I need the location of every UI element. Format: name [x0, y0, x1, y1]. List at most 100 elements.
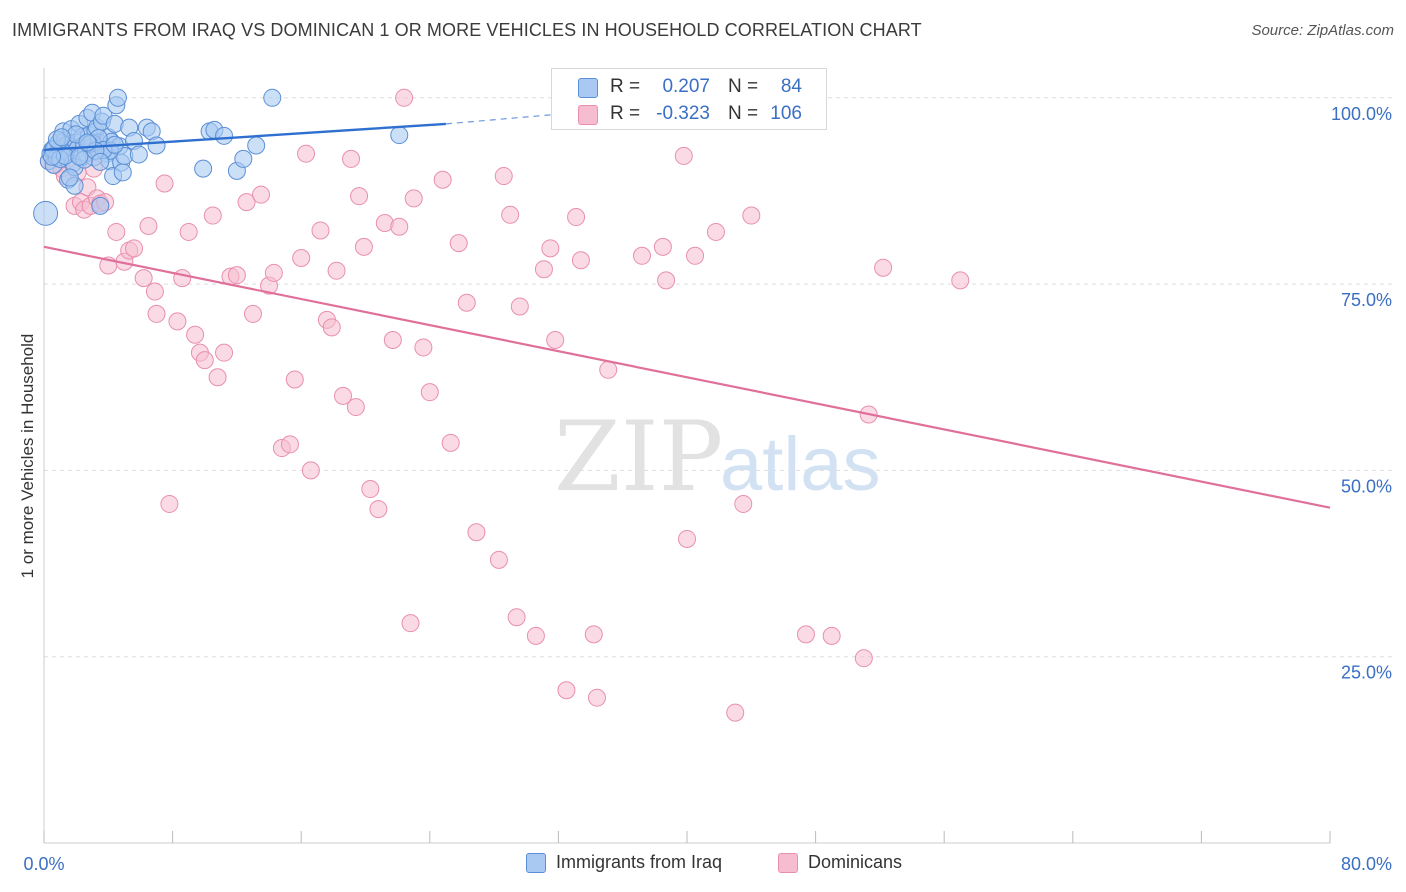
dominican-point — [874, 258, 893, 277]
dominican-point — [139, 216, 158, 235]
dominican-point — [354, 237, 373, 256]
dominican-n-value: 106 — [770, 103, 802, 124]
dominican-point — [243, 304, 262, 323]
dominican-point — [674, 146, 693, 165]
dominican-point — [489, 550, 508, 569]
dominican-point — [333, 386, 352, 405]
legend-item-dominican[interactable]: Dominicans — [778, 852, 902, 873]
dominican-point — [186, 325, 205, 344]
axes — [43, 68, 1331, 844]
iraq-n-value: 84 — [780, 76, 802, 97]
iraq-point — [33, 200, 59, 226]
dominican-point — [147, 304, 166, 323]
gridlines — [44, 97, 1392, 658]
dominican-point — [134, 269, 153, 288]
iraq-point — [215, 126, 234, 145]
dominican-point — [822, 626, 841, 645]
dominican-point — [567, 208, 586, 227]
dominican-point — [854, 649, 873, 668]
tick-labels: 25.0% 50.0% 75.0% 100.0% 0.0% 80.0% — [23, 104, 1392, 874]
legend-item-iraq[interactable]: Immigrants from Iraq — [526, 852, 722, 873]
dominican-point — [301, 461, 320, 480]
dominican-point — [195, 351, 214, 370]
dominican-point — [346, 398, 365, 417]
legend-swatch-dominican — [778, 852, 798, 873]
legend-swatch-iraq — [526, 852, 546, 873]
dominican-point — [796, 625, 815, 644]
source-label: Source: ZipAtlas.com — [1251, 22, 1394, 39]
iraq-r-value: 0.207 — [662, 76, 710, 97]
dominican-point — [264, 263, 283, 282]
iraq-point — [263, 88, 282, 107]
dominican-point — [951, 271, 970, 290]
dominican-point — [457, 293, 476, 312]
dominican-point — [383, 330, 402, 349]
dominican-point — [686, 246, 705, 265]
y-tick-label: 100.0% — [1331, 104, 1392, 124]
dominican-point — [449, 234, 468, 253]
dominican-swatch — [578, 105, 598, 125]
iraq-point — [108, 88, 127, 107]
dominican-point — [587, 688, 606, 707]
iraq-point — [129, 145, 148, 164]
dominican-point — [653, 237, 672, 256]
dominican-trend-line — [43, 245, 1331, 509]
dominican-points — [39, 88, 970, 722]
dominican-point — [311, 221, 330, 240]
dominican-point — [179, 222, 198, 241]
dominican-point — [297, 144, 316, 163]
dominican-point — [208, 368, 227, 387]
dominican-point — [252, 185, 271, 204]
dominican-point — [203, 206, 222, 225]
dominican-point — [467, 523, 486, 542]
y-tick-label: 25.0% — [1341, 663, 1392, 683]
dominican-point — [404, 189, 423, 208]
dominican-point — [678, 529, 696, 548]
stats-row-iraq: R = 0.207 N = 84 — [552, 73, 826, 101]
iraq-point — [234, 149, 253, 168]
dominican-point — [534, 260, 553, 279]
dominican-point — [168, 312, 187, 331]
trend-lines — [43, 113, 1331, 509]
dominican-point — [414, 338, 433, 357]
dominican-point — [557, 681, 576, 700]
dominican-point — [433, 170, 452, 189]
iraq-swatch — [578, 78, 598, 98]
stats-legend: R = 0.207 N = 84 R = -0.323 N = 106 — [551, 68, 827, 130]
iraq-point — [91, 196, 110, 215]
dominican-point — [215, 343, 234, 362]
dominican-n-label: N = — [728, 103, 759, 124]
dominican-point — [584, 625, 603, 644]
dominican-point — [342, 149, 361, 168]
y-tick-label: 75.0% — [1341, 290, 1392, 310]
dominican-point — [599, 360, 618, 379]
iraq-point — [390, 126, 409, 145]
dominican-point — [657, 271, 676, 290]
iraq-point — [91, 152, 110, 171]
iraq-point — [43, 147, 62, 166]
legend-label-iraq: Immigrants from Iraq — [556, 852, 723, 872]
dominican-point — [107, 222, 126, 241]
iraq-point — [113, 163, 132, 182]
iraq-points — [33, 88, 409, 226]
dominican-point — [401, 614, 420, 633]
y-tick-label: 50.0% — [1341, 476, 1392, 496]
iraq-point — [60, 168, 79, 187]
dominican-point — [125, 239, 144, 258]
iraq-point — [52, 128, 71, 147]
dominican-point — [571, 251, 590, 270]
iraq-r-label: R = — [610, 76, 641, 97]
legend-label-dominican: Dominicans — [808, 852, 903, 872]
iraq-point — [147, 136, 166, 155]
stats-row-dominican: R = -0.323 N = 106 — [552, 100, 826, 128]
dominican-point — [227, 266, 246, 285]
dominican-point — [173, 269, 192, 288]
dominican-point — [350, 187, 369, 206]
dominican-point — [237, 193, 256, 212]
dominican-point — [322, 318, 341, 337]
dominican-point — [501, 205, 520, 224]
x-tick-label: 80.0% — [1341, 854, 1392, 874]
dominican-point — [546, 330, 565, 349]
dominican-point — [420, 383, 439, 402]
